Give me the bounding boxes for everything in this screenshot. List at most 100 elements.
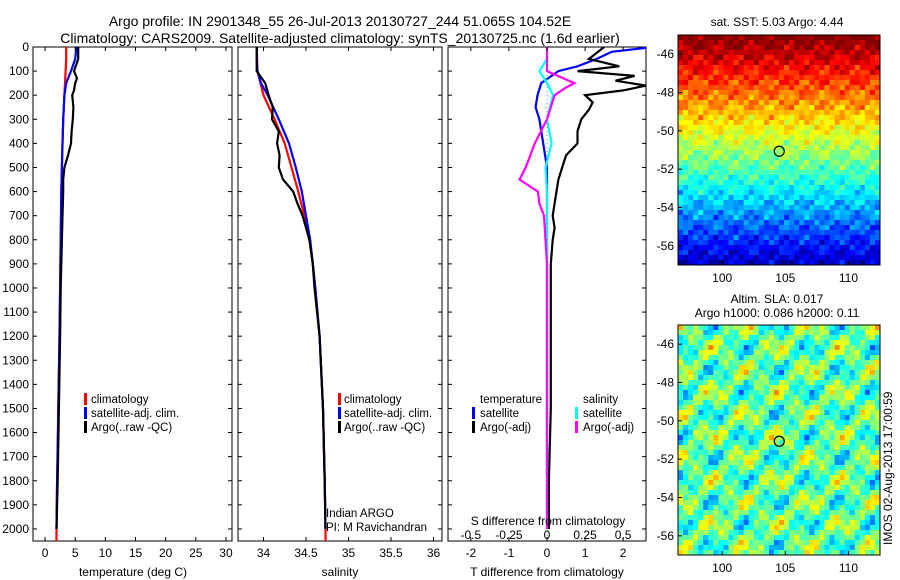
map-cell xyxy=(859,505,866,511)
map-cell xyxy=(819,140,825,146)
map-cell xyxy=(728,100,734,106)
map-cell xyxy=(728,115,734,121)
map-cell xyxy=(763,420,770,426)
map-cell xyxy=(743,235,749,241)
map-cell xyxy=(834,405,840,411)
map-cell xyxy=(773,105,780,111)
series-line-t_argo xyxy=(547,47,646,529)
legend-title-temperature: temperature xyxy=(480,394,542,406)
map-cell xyxy=(773,150,780,156)
map-cell xyxy=(703,95,709,101)
map-cell xyxy=(743,165,749,171)
map-cell xyxy=(804,410,810,416)
map-cell xyxy=(693,240,699,246)
map-cell xyxy=(763,500,770,506)
map-cell xyxy=(794,500,800,506)
map-cell xyxy=(698,450,704,456)
map-cell xyxy=(718,255,724,261)
map-cell xyxy=(849,155,856,161)
map-cell xyxy=(849,125,856,131)
map-cell xyxy=(763,540,770,546)
map-cell xyxy=(794,135,800,141)
map-cell xyxy=(829,445,835,451)
map-cell xyxy=(678,155,684,161)
map-cell xyxy=(844,330,850,336)
map-cell xyxy=(758,420,765,426)
map-cell xyxy=(799,240,805,246)
map-cell xyxy=(768,75,775,81)
map-cell xyxy=(748,400,755,406)
map-cell xyxy=(779,185,785,191)
map-cell xyxy=(814,355,820,361)
map-cell xyxy=(678,185,684,191)
map-cell xyxy=(703,105,709,111)
map-cell xyxy=(784,205,790,211)
map-cell xyxy=(814,485,820,491)
map-cell xyxy=(799,465,805,471)
map-cell xyxy=(789,250,795,256)
map-cell xyxy=(773,470,780,476)
map-cell xyxy=(864,130,871,136)
map-cell xyxy=(784,415,790,421)
map-cell xyxy=(839,70,845,76)
map-cell xyxy=(688,135,694,141)
map-cell xyxy=(869,55,876,61)
map-cell xyxy=(784,125,790,131)
map-cell xyxy=(789,175,795,181)
map-cell xyxy=(829,70,835,76)
map-cell xyxy=(748,365,755,371)
map-cell xyxy=(738,360,744,366)
map-cell xyxy=(849,375,856,381)
map-cell xyxy=(799,325,805,331)
map-cell xyxy=(693,380,699,386)
map-cell xyxy=(849,40,856,46)
map-cell xyxy=(743,350,749,356)
map-cell xyxy=(733,510,739,516)
map-cell xyxy=(779,160,785,166)
map-cell xyxy=(723,390,729,396)
map-cell xyxy=(698,195,704,201)
map-cell xyxy=(698,120,704,126)
map-cell xyxy=(713,165,719,171)
map-cell xyxy=(789,105,795,111)
map-cell xyxy=(708,225,714,231)
map-cell xyxy=(708,115,714,121)
map-cell xyxy=(703,330,709,336)
map-cell xyxy=(844,140,850,146)
map-cell xyxy=(688,325,694,331)
map-cell xyxy=(874,405,881,411)
map-cell xyxy=(708,400,714,406)
map-cell xyxy=(789,220,795,226)
map-cell xyxy=(864,165,871,171)
map-cell xyxy=(859,520,866,526)
map-cell xyxy=(698,55,704,61)
map-cell xyxy=(738,550,744,556)
map-cell xyxy=(864,220,871,226)
map-cell xyxy=(753,445,760,451)
map-cell xyxy=(718,370,724,376)
map-cell xyxy=(794,485,800,491)
map-cell xyxy=(809,95,815,101)
map-cell xyxy=(693,125,699,131)
map-cell xyxy=(819,145,825,151)
map-cell xyxy=(708,160,714,166)
map-cell xyxy=(703,180,709,186)
map-cell xyxy=(718,530,724,536)
map-cell xyxy=(678,465,684,471)
map-cell xyxy=(814,375,820,381)
map-cell xyxy=(718,205,724,211)
map-cell xyxy=(768,70,775,76)
map-cell xyxy=(794,545,800,551)
map-cell xyxy=(819,70,825,76)
map-cell xyxy=(748,105,755,111)
map-cell xyxy=(809,245,815,251)
map-cell xyxy=(804,365,810,371)
map-cell xyxy=(819,125,825,131)
map-cell xyxy=(768,495,775,501)
map-cell xyxy=(678,550,684,556)
map-cell xyxy=(814,165,820,171)
map-cell xyxy=(839,420,845,426)
map-cell xyxy=(708,190,714,196)
map-cell xyxy=(789,525,795,531)
map-cell xyxy=(758,505,765,511)
